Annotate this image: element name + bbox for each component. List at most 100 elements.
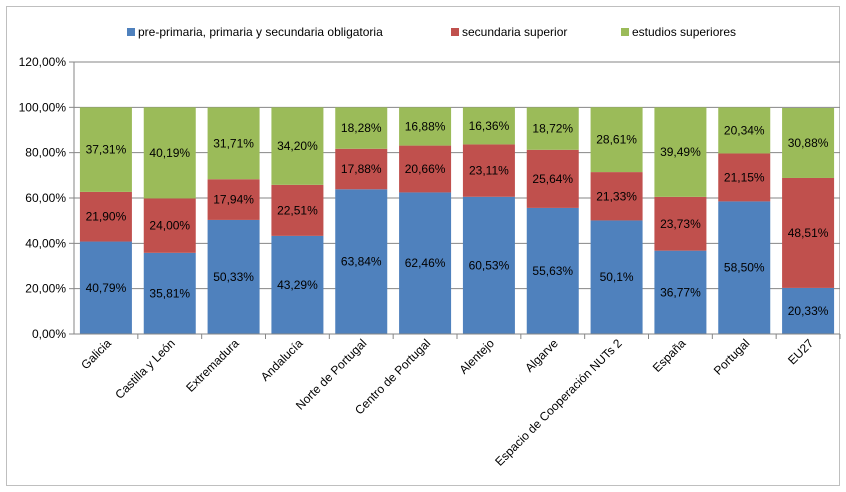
- x-category-label: Algarve: [522, 336, 561, 375]
- data-label: 25,64%: [532, 172, 573, 186]
- data-label: 21,15%: [724, 170, 765, 184]
- bar-segment: [79, 191, 132, 242]
- bar-segment: [526, 207, 579, 334]
- data-label: 18,72%: [532, 122, 573, 136]
- data-label: 55,63%: [532, 264, 573, 278]
- data-label: 20,34%: [724, 123, 765, 137]
- data-label: 23,11%: [469, 164, 509, 178]
- data-label: 50,33%: [213, 270, 254, 284]
- bar-segment: [335, 148, 388, 190]
- bar-segment: [207, 179, 260, 220]
- y-tick-label: 80,00%: [25, 146, 66, 160]
- bar-segment: [79, 241, 132, 334]
- bar-segment: [590, 107, 643, 173]
- bar-segment: [526, 107, 579, 150]
- bar-segment: [271, 184, 324, 236]
- legend-label: estudios superiores: [632, 25, 736, 39]
- bar-segment: [79, 107, 132, 192]
- data-labels: 40,79% 21,90% 37,31% 35,81% 24,00% 40,19% 50,3…: [86, 119, 829, 318]
- bar-segment: [399, 145, 452, 193]
- bar-segment: [462, 196, 515, 334]
- x-category-label: EU27: [785, 336, 816, 367]
- bar-segment: [207, 219, 260, 334]
- bar-segment: [335, 189, 388, 334]
- data-label: 24,00%: [149, 219, 190, 233]
- y-tick-label: 100,00%: [19, 100, 67, 114]
- data-label: 34,20%: [277, 139, 318, 153]
- bar-segment: [143, 252, 196, 334]
- data-label: 43,29%: [277, 278, 318, 292]
- bar-segment: [782, 107, 835, 178]
- data-label: 36,77%: [660, 285, 701, 299]
- legend: pre-primaria, primaria y secundaria obli…: [127, 25, 736, 39]
- bar-segment: [399, 107, 452, 146]
- data-label: 35,81%: [149, 286, 190, 300]
- y-axis: 0,00% 20,00% 40,00% 60,00% 80,00% 100,00% 120,…: [19, 55, 75, 341]
- data-label: 22,51%: [277, 203, 318, 217]
- bar-segment: [462, 107, 515, 145]
- data-label: 16,88%: [405, 119, 446, 133]
- data-label: 48,51%: [788, 226, 829, 240]
- data-label: 30,88%: [788, 136, 829, 150]
- x-category-label: Alentejo: [456, 336, 497, 377]
- data-label: 40,19%: [149, 146, 190, 160]
- data-label: 58,50%: [724, 261, 765, 275]
- legend-swatch: [621, 28, 629, 36]
- bar-segment: [590, 172, 643, 221]
- bars: [79, 107, 835, 334]
- bar-segment: [654, 196, 707, 251]
- data-label: 16,36%: [469, 119, 510, 133]
- y-tick-label: 20,00%: [25, 282, 66, 296]
- bar-segment: [782, 177, 835, 288]
- bar-segment: [718, 107, 771, 154]
- x-category-label: Espacio de Cooperación NUTs 2: [492, 336, 625, 469]
- y-tick-label: 60,00%: [25, 191, 66, 205]
- legend-swatch: [451, 28, 459, 36]
- bar-segment: [399, 192, 452, 334]
- bar-segment: [590, 220, 643, 334]
- data-label: 63,84%: [341, 255, 382, 269]
- bar-segment: [143, 107, 196, 199]
- bar-segment: [718, 153, 771, 202]
- legend-label: pre-primaria, primaria y secundaria obli…: [138, 25, 383, 39]
- data-label: 40,79%: [86, 281, 127, 295]
- data-label: 20,66%: [405, 162, 446, 176]
- bar-segment: [271, 107, 324, 185]
- x-category-label: Portugal: [711, 336, 753, 378]
- data-label: 31,71%: [213, 136, 254, 150]
- legend-swatch: [127, 28, 135, 36]
- x-category-label: Andalucía: [258, 336, 306, 384]
- legend-label: secundaria superior: [462, 25, 567, 39]
- data-label: 21,33%: [596, 189, 637, 203]
- data-label: 28,61%: [596, 133, 637, 147]
- x-category-label: Galicia: [78, 336, 114, 372]
- x-category-label: España: [650, 336, 689, 375]
- bar-segment: [207, 107, 260, 180]
- y-tick-label: 120,00%: [19, 55, 67, 69]
- data-label: 17,94%: [213, 193, 254, 207]
- bar-segment: [718, 201, 771, 334]
- bar-segment: [335, 107, 388, 149]
- x-category-label: Extremadura: [183, 336, 242, 395]
- data-label: 18,28%: [341, 121, 382, 135]
- bar-segment: [526, 149, 579, 208]
- bar-segment: [782, 287, 835, 334]
- y-tick-label: 0,00%: [32, 327, 66, 341]
- data-label: 50,1%: [600, 270, 634, 284]
- data-label: 23,73%: [660, 217, 701, 231]
- data-label: 37,31%: [86, 143, 127, 157]
- bar-segment: [143, 198, 196, 253]
- data-label: 62,46%: [405, 256, 446, 270]
- bar-segment: [654, 107, 707, 197]
- bar-segment: [462, 144, 515, 197]
- y-tick-label: 40,00%: [25, 236, 66, 250]
- data-label: 17,88%: [341, 162, 382, 176]
- data-label: 21,90%: [86, 210, 127, 224]
- data-label: 39,49%: [660, 145, 701, 159]
- bar-segment: [654, 250, 707, 334]
- data-label: 20,33%: [788, 304, 829, 318]
- bar-segment: [271, 235, 324, 334]
- data-label: 60,53%: [469, 258, 510, 272]
